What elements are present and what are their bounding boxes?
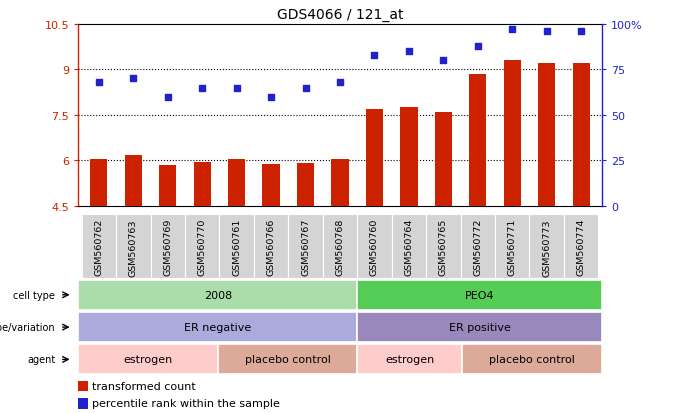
- Bar: [90, 159, 107, 206]
- Bar: [82, 215, 116, 278]
- Text: GSM560766: GSM560766: [267, 218, 275, 276]
- Bar: [331, 159, 349, 206]
- Text: genotype/variation: genotype/variation: [0, 322, 55, 332]
- Text: transformed count: transformed count: [92, 381, 196, 391]
- Bar: [392, 215, 426, 278]
- Text: PEO4: PEO4: [465, 290, 494, 300]
- Bar: [564, 215, 598, 278]
- Bar: [530, 215, 564, 278]
- Bar: [78, 280, 358, 310]
- Bar: [78, 313, 358, 342]
- Point: [335, 80, 345, 86]
- Point: [93, 80, 104, 86]
- Bar: [426, 215, 460, 278]
- Bar: [504, 61, 521, 206]
- Bar: [194, 163, 211, 206]
- Bar: [78, 344, 218, 374]
- Bar: [228, 159, 245, 206]
- Bar: [573, 64, 590, 206]
- Text: GSM560769: GSM560769: [163, 218, 172, 276]
- Bar: [358, 280, 602, 310]
- Bar: [495, 215, 530, 278]
- Bar: [218, 344, 358, 374]
- Text: GSM560762: GSM560762: [95, 218, 103, 276]
- Bar: [357, 215, 392, 278]
- Bar: [288, 215, 323, 278]
- Point: [541, 29, 552, 36]
- Bar: [358, 313, 602, 342]
- Bar: [124, 156, 142, 206]
- Point: [473, 43, 483, 50]
- Text: GSM560768: GSM560768: [335, 218, 345, 276]
- Bar: [185, 215, 220, 278]
- Bar: [297, 164, 314, 206]
- Bar: [538, 64, 556, 206]
- Text: GSM560774: GSM560774: [577, 218, 585, 276]
- Bar: [159, 166, 176, 206]
- Text: GSM560765: GSM560765: [439, 218, 448, 276]
- Bar: [462, 344, 602, 374]
- Point: [403, 49, 414, 55]
- Bar: [323, 215, 357, 278]
- Text: GSM560761: GSM560761: [232, 218, 241, 276]
- Point: [369, 52, 380, 59]
- Bar: [78, 381, 88, 392]
- Bar: [150, 215, 185, 278]
- Point: [128, 76, 139, 83]
- Text: agent: agent: [27, 354, 55, 365]
- Text: GSM560764: GSM560764: [405, 218, 413, 276]
- Bar: [262, 165, 279, 206]
- Text: placebo control: placebo control: [245, 354, 330, 365]
- Bar: [220, 215, 254, 278]
- Text: GSM560771: GSM560771: [508, 218, 517, 276]
- Text: 2008: 2008: [204, 290, 232, 300]
- Point: [507, 27, 517, 33]
- Point: [266, 94, 277, 101]
- Text: GSM560767: GSM560767: [301, 218, 310, 276]
- Bar: [469, 75, 486, 206]
- Text: placebo control: placebo control: [489, 354, 575, 365]
- Text: GSM560770: GSM560770: [198, 218, 207, 276]
- Bar: [78, 398, 88, 408]
- Text: ER negative: ER negative: [184, 322, 252, 332]
- Text: GSM560763: GSM560763: [129, 218, 138, 276]
- Point: [163, 94, 173, 101]
- Bar: [366, 110, 383, 206]
- Point: [231, 85, 242, 92]
- Point: [197, 85, 207, 92]
- Text: percentile rank within the sample: percentile rank within the sample: [92, 399, 280, 408]
- Point: [300, 85, 311, 92]
- Bar: [116, 215, 150, 278]
- Bar: [358, 344, 462, 374]
- Text: GSM560772: GSM560772: [473, 218, 482, 276]
- Text: GSM560760: GSM560760: [370, 218, 379, 276]
- Text: cell type: cell type: [14, 290, 55, 300]
- Point: [576, 29, 587, 36]
- Bar: [254, 215, 288, 278]
- Text: ER positive: ER positive: [449, 322, 511, 332]
- Text: estrogen: estrogen: [385, 354, 435, 365]
- Bar: [401, 108, 418, 206]
- Title: GDS4066 / 121_at: GDS4066 / 121_at: [277, 8, 403, 22]
- Bar: [460, 215, 495, 278]
- Bar: [435, 113, 452, 206]
- Point: [438, 58, 449, 64]
- Text: GSM560773: GSM560773: [542, 218, 551, 276]
- Text: estrogen: estrogen: [123, 354, 173, 365]
